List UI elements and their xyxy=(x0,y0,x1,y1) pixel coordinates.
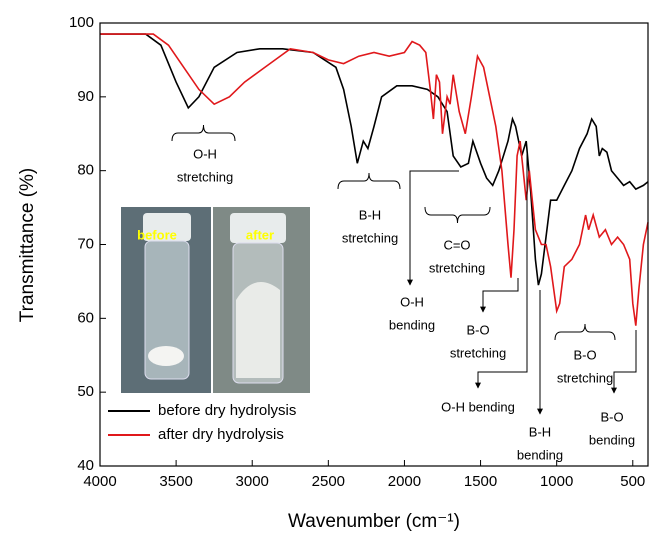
powder xyxy=(236,282,280,378)
brace xyxy=(171,124,236,142)
annotation: O-H xyxy=(193,146,217,161)
annotation: bending xyxy=(389,317,435,332)
y-tick-label: 90 xyxy=(77,88,94,105)
annotation: B-O xyxy=(466,322,489,337)
annotation: B-H xyxy=(529,424,551,439)
arrow xyxy=(480,278,519,313)
y-axis-title: Transmittance (%) xyxy=(17,168,38,323)
arrow xyxy=(407,170,459,286)
x-tick-label: 2000 xyxy=(388,473,421,490)
annotation: stretching xyxy=(429,260,485,275)
vial xyxy=(144,240,190,380)
annotation: O-H bending xyxy=(441,399,515,414)
brace xyxy=(337,172,401,190)
inset-label: before xyxy=(137,227,177,242)
x-tick-label: 3500 xyxy=(159,473,192,490)
x-tick-label: 1500 xyxy=(464,473,497,490)
y-tick-label: 100 xyxy=(69,14,94,31)
data-line xyxy=(100,33,649,326)
x-tick-label: 1000 xyxy=(540,473,573,490)
x-axis-title: Wavenumber (cm⁻¹) xyxy=(288,511,460,532)
annotation: stretching xyxy=(177,169,233,184)
x-tick-label: 4000 xyxy=(83,473,116,490)
y-tick-label: 50 xyxy=(77,383,94,400)
x-tick-label: 500 xyxy=(620,473,645,490)
cap xyxy=(230,213,286,243)
y-tick-label: 60 xyxy=(77,309,94,326)
annotation: O-H xyxy=(400,294,424,309)
legend-label: before dry hydrolysis xyxy=(158,402,296,419)
y-tick-label: 80 xyxy=(77,162,94,179)
annotation: stretching xyxy=(342,230,398,245)
annotation: B-H xyxy=(359,207,381,222)
x-tick-label: 3000 xyxy=(236,473,269,490)
brace xyxy=(554,323,616,341)
arrow xyxy=(611,330,637,394)
annotation: bending xyxy=(517,447,563,462)
powder xyxy=(148,346,184,366)
annotation: B-O xyxy=(573,347,596,362)
y-tick-label: 40 xyxy=(77,457,94,474)
y-tick-label: 70 xyxy=(77,235,94,252)
arrow xyxy=(475,150,528,389)
brace xyxy=(424,206,491,224)
legend-label: after dry hydrolysis xyxy=(158,426,284,443)
inset-photo: before after xyxy=(121,207,310,393)
annotation: B-O xyxy=(600,409,623,424)
annotation: stretching xyxy=(557,370,613,385)
annotation: stretching xyxy=(450,345,506,360)
cap xyxy=(143,213,191,241)
inset-label: after xyxy=(246,227,274,242)
annotation: bending xyxy=(589,432,635,447)
annotation: C=O xyxy=(443,237,470,252)
plot-frame xyxy=(99,22,649,467)
x-tick-label: 2500 xyxy=(312,473,345,490)
